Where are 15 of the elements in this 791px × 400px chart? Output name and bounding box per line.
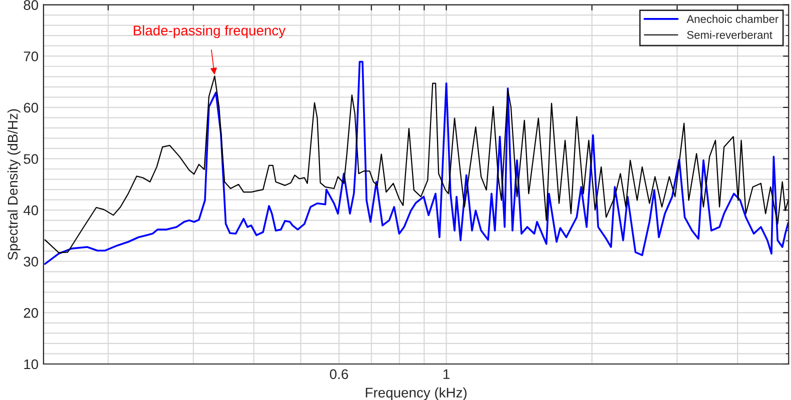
y-tick-label: 40 — [24, 205, 38, 216]
x-tick-label: 0.6 — [330, 369, 348, 380]
x-axis-title: Frequency (kHz) — [366, 387, 467, 400]
legend-label: Semi-reverberant — [687, 30, 772, 39]
y-tick-label: 10 — [24, 359, 38, 370]
y-tick-label: 70 — [24, 51, 38, 62]
y-tick-label: 60 — [24, 102, 38, 113]
x-tick-label: 1 — [444, 369, 450, 379]
legend-label: Anechoic chamber — [686, 14, 778, 23]
y-tick-label: 50 — [24, 154, 38, 164]
y-tick-label: 20 — [24, 308, 38, 318]
annotation: Blade-passing frequency — [134, 25, 286, 38]
y-axis-title: Spectral Density (dB/Hz) — [7, 109, 20, 260]
y-tick-label: 80 — [24, 0, 38, 10]
y-tick-label: 30 — [24, 256, 38, 267]
